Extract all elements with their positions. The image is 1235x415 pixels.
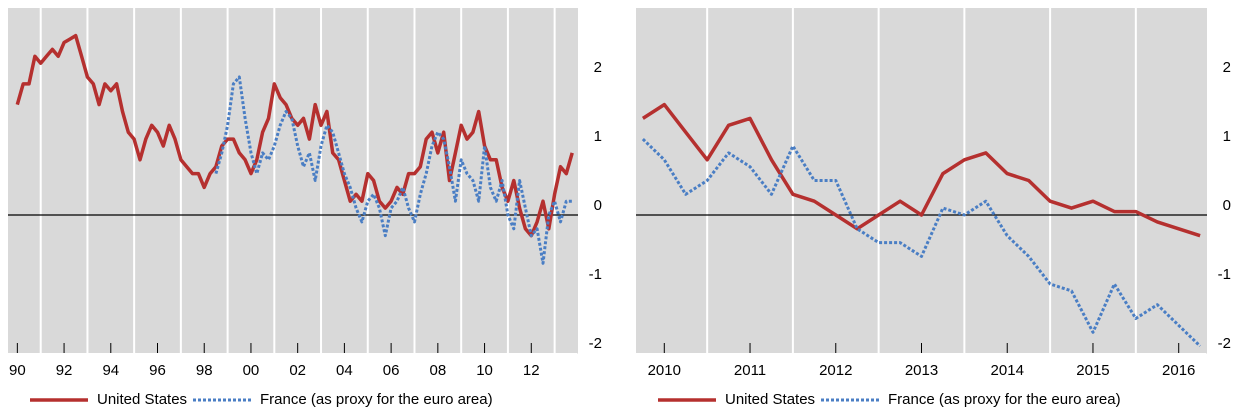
y-tick-label: 0 (1223, 197, 1231, 214)
x-tick-label: 2012 (819, 362, 852, 379)
x-tick-label: 2014 (991, 362, 1024, 379)
series-line (641, 102, 1201, 238)
y-tick-label: 0 (594, 197, 602, 214)
legend-label: United States (97, 391, 187, 408)
y-tick-label: 2 (594, 59, 602, 76)
x-tick-label: 08 (429, 362, 446, 379)
x-tick-label: 96 (149, 362, 166, 379)
y-tick-label: 2 (1223, 59, 1231, 76)
y-tick-label: -1 (1218, 266, 1231, 283)
y-tick-label: -1 (589, 266, 602, 283)
legend-label: France (as proxy for the euro area) (888, 391, 1121, 408)
y-tick-label: -2 (1218, 335, 1231, 352)
legend-label: United States (725, 391, 815, 408)
y-tick-label: 1 (1223, 128, 1231, 145)
x-tick-label: 02 (289, 362, 306, 379)
x-tick-label: 2016 (1162, 362, 1195, 379)
x-tick-label: 92 (56, 362, 73, 379)
x-tick-label: 00 (243, 362, 260, 379)
x-tick-label: 94 (102, 362, 119, 379)
series-line (641, 138, 1202, 348)
x-tick-label: 04 (336, 362, 353, 379)
y-tick-label: 1 (594, 128, 602, 145)
y-tick-label: -2 (589, 335, 602, 352)
x-tick-label: 12 (523, 362, 540, 379)
x-tick-label: 2010 (648, 362, 681, 379)
x-tick-label: 2015 (1076, 362, 1109, 379)
plot-area (8, 8, 578, 353)
legend-label: France (as proxy for the euro area) (260, 391, 493, 408)
x-tick-label: 10 (476, 362, 493, 379)
x-tick-label: 2011 (734, 362, 766, 379)
plot-area (636, 8, 1207, 353)
x-tick-label: 98 (196, 362, 213, 379)
series-line (15, 33, 574, 238)
x-tick-label: 06 (383, 362, 400, 379)
x-tick-label: 90 (9, 362, 26, 379)
x-tick-label: 2013 (905, 362, 938, 379)
